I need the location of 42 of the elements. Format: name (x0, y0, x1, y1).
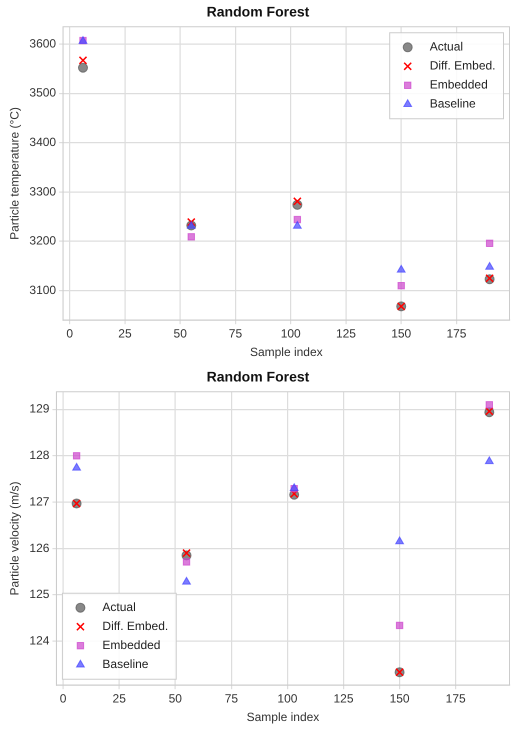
legend-label: Actual (430, 40, 464, 54)
x-tick-label: 0 (60, 692, 67, 706)
y-axis-title: Particle velocity (m/s) (8, 481, 22, 596)
x-tick-label: 100 (277, 692, 298, 706)
y-tick-label: 128 (29, 448, 50, 462)
x-tick-label: 100 (280, 326, 302, 341)
x-tick-label: 50 (174, 326, 188, 341)
x-tick-label: 175 (446, 326, 467, 341)
chart-title: Random Forest (206, 368, 310, 384)
y-tick-label: 3300 (29, 184, 56, 198)
x-tick-label: 75 (228, 326, 242, 341)
y-tick-label: 3600 (29, 36, 56, 50)
chart-title: Random Forest (206, 3, 310, 20)
y-tick-label: 129 (29, 402, 50, 416)
x-tick-label: 125 (334, 692, 354, 706)
legend-label: Embedded (430, 78, 488, 92)
x-axis-title: Sample index (250, 345, 323, 360)
y-tick-label: 127 (29, 494, 50, 508)
legend-label: Diff. Embed. (102, 619, 168, 634)
x-tick-label: 175 (446, 692, 466, 706)
x-tick-label: 50 (168, 692, 182, 706)
y-axis-title: Particle temperature (°C) (8, 107, 22, 240)
x-tick-label: 125 (336, 326, 356, 341)
y-tick-label: 126 (29, 540, 50, 555)
x-tick-label: 150 (391, 326, 412, 341)
x-tick-label: 25 (118, 326, 132, 341)
y-tick-label: 124 (29, 633, 50, 648)
x-tick-label: 75 (224, 692, 238, 706)
y-tick-label: 3500 (29, 86, 56, 100)
y-tick-label: 3400 (29, 134, 56, 149)
legend-label: Baseline (430, 96, 476, 111)
legend-label: Diff. Embed. (430, 58, 496, 73)
x-tick-label: 0 (66, 326, 74, 341)
x-tick-label: 25 (112, 692, 126, 706)
x-axis-title: Sample index (246, 710, 320, 724)
y-tick-label: 3100 (29, 282, 56, 297)
y-tick-label: 125 (29, 587, 50, 602)
x-tick-label: 150 (390, 692, 410, 706)
legend-label: Baseline (102, 657, 149, 672)
y-tick-label: 3200 (29, 234, 56, 248)
legend-label: Actual (102, 600, 136, 614)
legend-label: Embedded (102, 638, 160, 652)
